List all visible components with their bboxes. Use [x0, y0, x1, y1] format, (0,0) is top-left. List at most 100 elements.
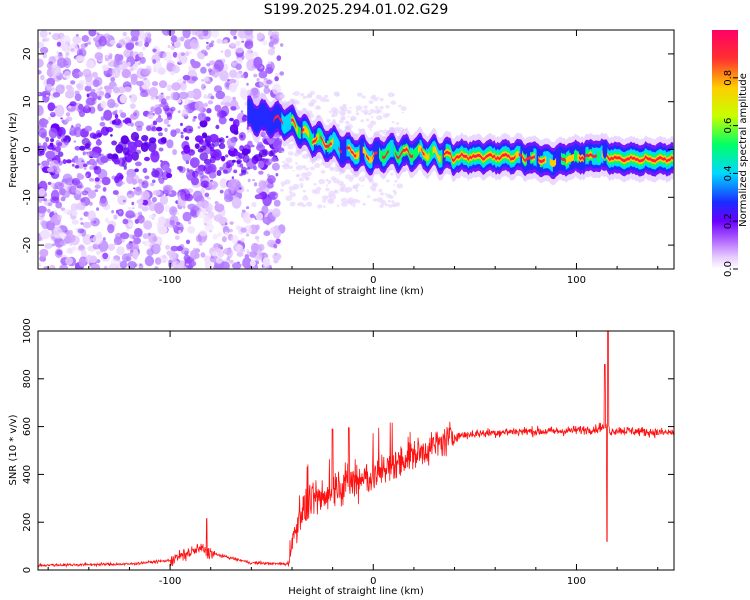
spectrogram-noise-blob [102, 187, 107, 192]
spectrogram-noise-blob [69, 243, 73, 246]
spectrogram-noise-blob [129, 67, 134, 72]
spectrogram-xtick-label: 100 [567, 275, 586, 286]
spectrogram-noise-blob [241, 148, 249, 156]
spectrogram-noise-blob [268, 41, 274, 48]
spectrogram-noise-blob [274, 76, 279, 82]
spectrogram-noise-blob [180, 131, 184, 135]
spectrogram-noise-blob [229, 221, 234, 225]
spectrogram-noise-blob [362, 109, 369, 114]
spectrogram-noise-blob [55, 145, 61, 153]
spectrogram-noise-blob [253, 165, 257, 171]
spectrogram-noise-blob [123, 49, 130, 58]
spectrogram-noise-blob [191, 88, 202, 100]
spectrogram-noise-blob [105, 126, 114, 133]
spectrogram-noise-blob [225, 135, 229, 139]
spectrogram-noise-blob [376, 197, 384, 203]
spectrogram-noise-blob [251, 201, 257, 208]
spectrogram-noise-blob [95, 87, 99, 91]
spectrogram-noise-blob [137, 178, 143, 184]
spectrogram-noise-blob [134, 227, 143, 238]
spectrogram-noise-blob [222, 248, 232, 255]
spectrogram-noise-blob [340, 112, 346, 116]
spectrogram-noise-blob [391, 203, 397, 208]
spectrogram-noise-blob [379, 106, 384, 110]
spectrogram-noise-blob [130, 122, 134, 127]
spectrogram-noise-blob [84, 42, 88, 47]
spectrogram-noise-blob [208, 42, 214, 48]
spectrogram-noise-blob [376, 109, 382, 114]
spectrogram-noise-blob [202, 30, 209, 37]
spectrogram-noise-blob [159, 95, 164, 99]
spectrogram-noise-blob [167, 124, 171, 127]
spectrogram-ridge-core [379, 143, 391, 164]
spectrogram-ridge-core [442, 150, 516, 163]
spectrogram-noise-blob [164, 108, 174, 116]
spectrogram-noise-blob [182, 74, 191, 81]
spectrogram-noise-blob [68, 105, 72, 109]
spectrogram-noise-blob [82, 68, 92, 78]
spectrogram-marks [38, 30, 674, 269]
spectrogram-noise-blob [214, 59, 224, 72]
spectrogram-noise-blob [155, 222, 161, 226]
spectrogram-noise-blob [107, 98, 116, 109]
snr-frame [37, 330, 675, 571]
spectrogram-noise-blob [157, 226, 168, 234]
spectrogram-noise-blob [95, 130, 103, 138]
spectrogram-noise-blob [163, 118, 170, 125]
spectrogram-noise-blob [244, 254, 250, 259]
spectrogram-noise-blob [39, 46, 49, 54]
spectrogram-noise-blob [252, 179, 256, 182]
spectrogram-noise-blob [259, 81, 264, 87]
spectrogram-noise-blob [154, 257, 162, 265]
spectrogram-noise-blob [158, 80, 168, 89]
spectrogram-noise-blob [107, 55, 113, 60]
spectrogram-noise-blob [191, 176, 199, 186]
spectrogram-noise-blob [317, 204, 323, 209]
spectrogram-noise-blob [288, 165, 294, 170]
spectrogram-noise-blob [67, 247, 73, 254]
spectrogram-noise-blob [113, 159, 121, 165]
spectrogram-noise-blob [74, 187, 82, 195]
spectrogram-noise-blob [200, 66, 207, 74]
spectrogram-noise-blob [240, 227, 247, 233]
spectrogram-noise-blob [246, 233, 250, 237]
spectrogram-noise-blob [292, 169, 295, 172]
spectrogram-noise-blob [306, 201, 313, 207]
spectrogram-noise-blob [75, 55, 85, 62]
spectrogram-ridge-core [300, 127, 305, 135]
spectrogram-noise-blob [47, 167, 54, 173]
spectrogram-noise-blob [174, 235, 180, 241]
spectrogram-noise-blob [98, 90, 105, 96]
spectrogram-noise-blob [114, 242, 117, 245]
spectrogram-noise-blob [363, 203, 366, 206]
spectrogram-noise-blob [305, 177, 309, 181]
spectrogram-ytick-label: -10 [22, 189, 33, 205]
spectrogram-ridge-core [603, 153, 674, 163]
spectrogram-noise-blob [241, 38, 245, 42]
spectrogram-noise-blob [203, 51, 208, 56]
spectrogram-noise-blob [87, 190, 97, 199]
spectrogram-noise-blob [127, 206, 132, 210]
spectrogram-noise-blob [253, 154, 263, 162]
spectrogram-noise-blob [391, 200, 395, 204]
spectrogram-noise-blob [191, 261, 197, 267]
spectrogram-noise-blob [93, 220, 97, 224]
spectrogram-noise-blob [87, 210, 96, 222]
spectrogram-noise-blob [258, 180, 267, 190]
spectrogram-noise-blob [44, 37, 50, 42]
spectrogram-noise-blob [121, 161, 128, 168]
snr-marks [38, 331, 674, 569]
spectrogram-noise-blob [308, 160, 311, 163]
spectrogram-noise-blob [233, 130, 239, 135]
spectrogram-noise-blob [261, 205, 269, 215]
spectrogram-noise-blob [302, 204, 306, 208]
spectrogram-noise-blob [151, 126, 158, 132]
spectrogram-noise-blob [229, 117, 234, 122]
spectrogram-noise-blob [84, 143, 91, 149]
spectrogram-noise-blob [394, 179, 398, 183]
spectrogram-noise-blob [137, 40, 143, 47]
spectrogram-noise-blob [215, 124, 220, 130]
spectrogram-noise-blob [44, 124, 47, 128]
spectrogram-noise-blob [206, 41, 209, 45]
spectrogram-noise-blob [180, 247, 190, 255]
